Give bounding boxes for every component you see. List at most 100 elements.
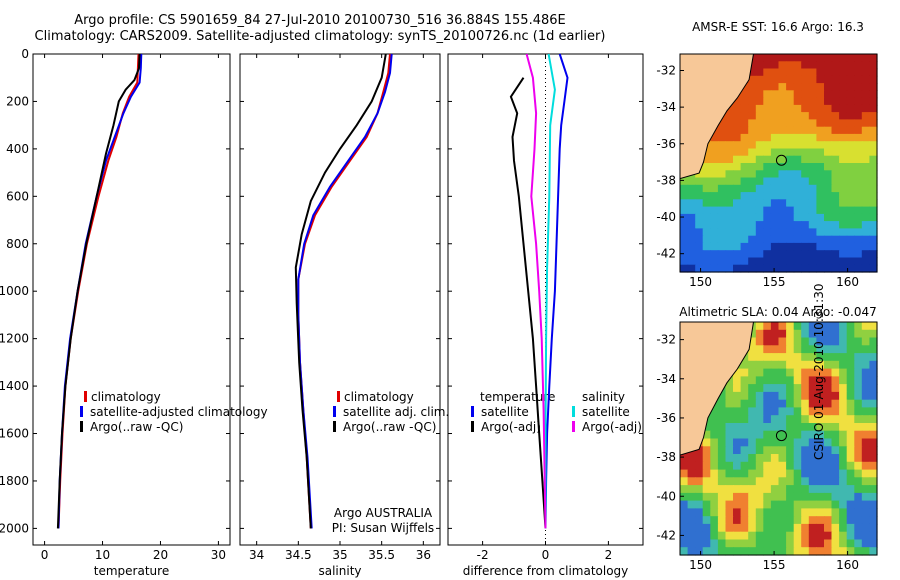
map-cell [824, 133, 833, 142]
map-cell [687, 454, 696, 463]
map-cell [839, 461, 848, 471]
map-cell [740, 477, 749, 486]
map-cell [778, 438, 787, 447]
map-cell [733, 485, 742, 494]
map-cell [869, 257, 878, 266]
map-cell [831, 360, 840, 370]
map-cell [725, 242, 734, 251]
map-cell [869, 329, 878, 339]
map-cell [755, 250, 764, 259]
map-cell [778, 126, 787, 135]
map-cell [854, 454, 863, 463]
map-cell [846, 257, 855, 266]
map-y-tick-label: -32 [656, 333, 676, 347]
map-cell [717, 163, 727, 171]
map-cell [710, 250, 719, 259]
map-cell [710, 264, 719, 273]
map-cell [793, 213, 802, 222]
map-cell [808, 423, 817, 432]
map-cell [839, 235, 848, 244]
map-cell [801, 516, 810, 525]
map-cell [710, 257, 719, 266]
map-cell [861, 97, 870, 106]
map-cell [786, 141, 795, 150]
map-cell [808, 477, 817, 486]
legend-label: climatology [91, 390, 161, 404]
map-cell [801, 461, 810, 471]
map-cell [816, 368, 825, 377]
map-cell [831, 199, 840, 208]
map-cell [869, 141, 878, 150]
map-cell [808, 119, 817, 128]
map-cell [824, 199, 833, 208]
map-cell [861, 461, 870, 471]
map-cell [793, 368, 802, 377]
map-cell [748, 148, 757, 157]
map-cell [801, 148, 810, 157]
map-cell [680, 177, 689, 186]
map-cell [763, 322, 772, 331]
map-cell [816, 337, 825, 346]
map-cell [786, 104, 795, 113]
map-cell [695, 469, 704, 478]
map-cell [695, 192, 704, 200]
map-cell [869, 415, 878, 424]
map-cell [770, 257, 780, 266]
map-y-tick-label: -42 [656, 247, 676, 261]
map-x-tick-label: 150 [689, 558, 712, 572]
map-cell [687, 500, 696, 509]
map-cell [846, 170, 855, 179]
map-cell [725, 391, 734, 401]
map-cell [808, 360, 817, 370]
map-cell [801, 242, 810, 251]
map-cell [755, 391, 764, 401]
map-cell [755, 523, 764, 533]
map-cell [740, 492, 749, 502]
map-cell [816, 500, 825, 509]
map-cell [778, 242, 787, 251]
map-cell [770, 461, 780, 471]
map-cell [733, 177, 742, 186]
map-cell [861, 250, 870, 259]
map-cell [695, 461, 704, 471]
map-cell [717, 126, 727, 135]
map-cell [695, 264, 704, 273]
map-cell [763, 163, 772, 171]
map-cell [763, 192, 772, 200]
map-cell [740, 531, 749, 541]
map-cell [786, 68, 795, 77]
map-cell [869, 461, 878, 471]
map-cell [740, 360, 749, 370]
map-cell [793, 345, 802, 354]
map-cell [861, 322, 870, 331]
map-cell [824, 68, 833, 77]
map-cell [740, 461, 749, 471]
map-cell [748, 155, 757, 164]
map-cell [801, 228, 810, 237]
map-y-tick-label: -34 [656, 372, 676, 386]
map-cell [748, 391, 757, 401]
map-cell [733, 104, 742, 113]
map-cell [808, 206, 817, 215]
x-tick-label: 20 [153, 548, 168, 562]
map-cell [808, 391, 817, 401]
map-cell [793, 242, 802, 251]
map-cell [717, 415, 727, 424]
map-cell [786, 126, 795, 135]
map-cell [740, 141, 749, 150]
map-cell [680, 508, 689, 517]
map-cell [733, 148, 742, 157]
map-cell [861, 242, 870, 251]
map-cell [778, 61, 787, 70]
map-cell [808, 469, 817, 478]
map-cell [680, 516, 689, 525]
map-cell [702, 148, 711, 157]
map-cell [695, 213, 704, 222]
map-cell [808, 133, 817, 142]
map-cell [733, 492, 742, 502]
map-cell [839, 454, 848, 463]
map-cell [755, 376, 764, 385]
map-cell [793, 500, 802, 509]
map-cell [740, 454, 749, 463]
map-cell [725, 177, 734, 186]
